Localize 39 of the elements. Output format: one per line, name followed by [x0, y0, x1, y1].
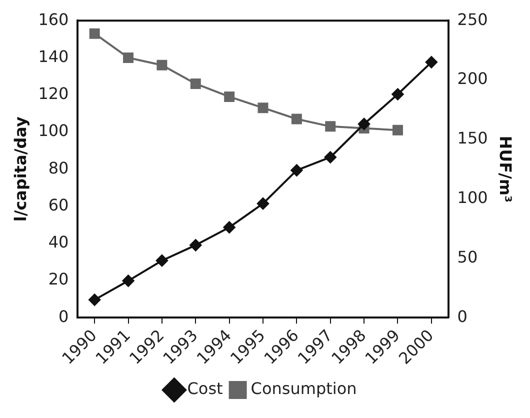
point [324, 151, 336, 164]
y2-tick-label: 0 [457, 306, 468, 326]
y2-tick-label: 250 [457, 10, 488, 29]
point [290, 164, 303, 176]
point [122, 274, 134, 287]
y-tick-label: 60 [48, 195, 69, 214]
point [425, 56, 438, 68]
legend-label: Cost [187, 379, 223, 398]
point [89, 28, 100, 39]
point [325, 121, 336, 132]
y-tick-label: 80 [48, 158, 69, 178]
point [123, 52, 134, 63]
y-tick-label: 20 [48, 270, 69, 289]
point [392, 124, 403, 136]
y-tick-label: 100 [38, 121, 69, 140]
point [392, 88, 404, 100]
point [257, 198, 269, 210]
point [156, 60, 168, 70]
point [358, 118, 370, 130]
point [88, 294, 101, 306]
point [156, 254, 168, 267]
y2-tick-label: 200 [457, 69, 488, 88]
point [291, 114, 302, 124]
legend-label: Consumption [250, 379, 357, 398]
point [190, 78, 201, 89]
y-tick-label: 120 [38, 84, 69, 104]
point [223, 221, 236, 234]
y-tick-label: 140 [38, 46, 69, 66]
y2-tick-label: 100 [457, 188, 488, 207]
point [258, 102, 268, 114]
y-tick-label: 40 [48, 232, 69, 252]
y2-tick-label: 150 [457, 128, 488, 148]
y-tick-label: 160 [38, 10, 69, 29]
y-tick-label: 0 [58, 306, 69, 326]
y2-axis-title: HUF/m³ [496, 136, 516, 203]
point [190, 239, 202, 252]
point [224, 91, 235, 102]
y2-tick-label: 50 [457, 247, 478, 266]
y-axis-title: l/capita/day [10, 116, 30, 222]
